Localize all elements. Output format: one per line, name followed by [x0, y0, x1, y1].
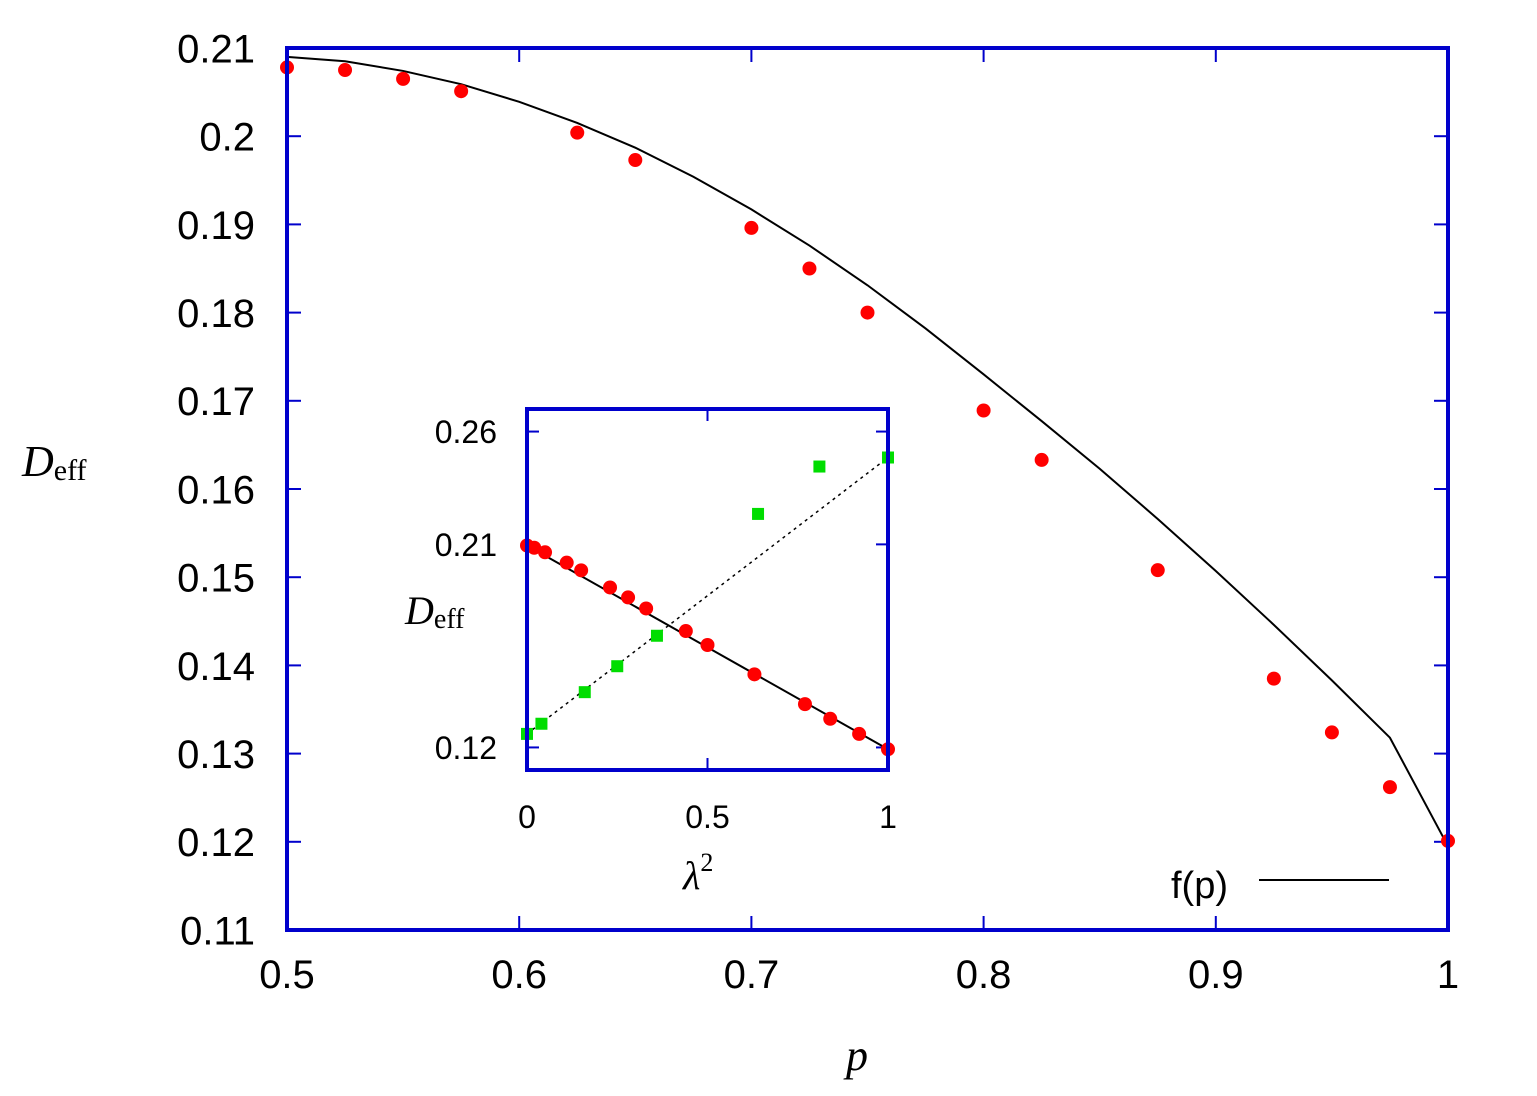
- inset-square-points: [521, 451, 894, 740]
- x-tick-label: 0.7: [724, 953, 780, 997]
- data-point-circle: [1266, 671, 1281, 686]
- x-tick-label: 0.5: [259, 953, 315, 997]
- data-point-circle: [1150, 563, 1165, 578]
- data-point-circle: [747, 667, 762, 682]
- main-tick-labels: 0.5 0.6 0.7 0.8 0.9 1 0.11 0.12 0.13 0.14 0.15 0.16…: [177, 27, 1459, 997]
- inset-x-axis-label: λ2: [682, 848, 713, 898]
- data-point-square: [650, 629, 663, 642]
- data-point-circle: [603, 580, 618, 595]
- inset-y-axis-label: Deff: [404, 588, 465, 635]
- legend-entry-label: f(p): [1171, 865, 1228, 907]
- y-tick-label: 0.18: [177, 292, 255, 336]
- x-tick-label: 1: [1437, 953, 1459, 997]
- data-point-circle: [1324, 725, 1339, 740]
- y-tick-label: 0.2: [199, 116, 255, 160]
- inset-dotted-fit-line: [526, 456, 889, 735]
- data-point-circle: [802, 261, 817, 276]
- inset-background: [527, 409, 888, 770]
- y-tick-label: 0.21: [435, 527, 497, 563]
- main-fit-curve: [286, 55, 1449, 847]
- data-point-circle: [797, 697, 812, 712]
- data-point-square: [813, 460, 826, 473]
- x-tick-label: 1: [879, 799, 897, 835]
- data-point-circle: [678, 624, 693, 639]
- x-tick-label: 0.8: [956, 953, 1012, 997]
- inset-y-label-main: D: [404, 588, 434, 633]
- inset-x-label-sup: 2: [700, 848, 713, 877]
- data-point-circle: [639, 601, 654, 616]
- data-point-square: [611, 660, 624, 673]
- data-point-square: [752, 507, 765, 520]
- data-point-square: [578, 686, 591, 699]
- data-point-circle: [538, 545, 553, 560]
- y-tick-label: 0.12: [435, 730, 497, 766]
- main-chart: 0.5 0.6 0.7 0.8 0.9 1 0.11 0.12 0.13 0.14 0.15 0.16…: [21, 27, 1459, 1080]
- data-point-circle: [559, 555, 574, 570]
- inset-y-label-sub: eff: [434, 604, 465, 635]
- data-point-circle: [570, 125, 585, 140]
- x-tick-label: 0.5: [685, 799, 729, 835]
- data-point-circle: [852, 726, 867, 741]
- main-y-label-sub: eff: [54, 454, 87, 487]
- data-point-circle: [823, 711, 838, 726]
- data-point-circle: [574, 563, 589, 578]
- y-tick-label: 0.26: [435, 414, 497, 450]
- data-point-circle: [396, 71, 411, 86]
- main-data-points: [280, 60, 1455, 848]
- data-point-circle: [860, 305, 875, 320]
- x-tick-label: 0: [518, 799, 536, 835]
- y-tick-label: 0.12: [177, 821, 255, 865]
- main-x-axis-label: p: [843, 1031, 868, 1080]
- y-tick-label: 0.17: [177, 380, 255, 424]
- y-tick-label: 0.13: [177, 733, 255, 777]
- data-point-circle: [976, 403, 991, 418]
- legend: f(p): [1171, 865, 1389, 907]
- x-tick-label: 0.9: [1188, 953, 1244, 997]
- y-tick-label: 0.16: [177, 468, 255, 512]
- data-point-circle: [700, 638, 715, 653]
- y-tick-label: 0.21: [177, 27, 255, 71]
- inset-chart: 0 0.5 1 0.12 0.21 0.26 Deff λ2: [404, 407, 897, 898]
- main-y-axis-label: Deff: [21, 437, 87, 487]
- y-tick-label: 0.14: [177, 645, 255, 689]
- data-point-circle: [628, 153, 643, 168]
- data-point-circle: [338, 63, 353, 78]
- data-point-circle: [621, 590, 636, 605]
- data-point-circle: [744, 220, 759, 235]
- data-point-circle: [454, 84, 469, 99]
- inset-circle-points: [520, 538, 895, 757]
- inset-tick-labels: 0 0.5 1 0.12 0.21 0.26: [435, 414, 897, 835]
- y-tick-label: 0.11: [180, 909, 255, 953]
- data-point-circle: [1382, 780, 1397, 795]
- y-tick-label: 0.19: [177, 204, 255, 248]
- main-y-label-main: D: [21, 437, 54, 486]
- main-plot-frame: [285, 46, 1450, 932]
- data-point-circle: [527, 540, 542, 555]
- inset-plot-frame: [525, 407, 890, 772]
- x-tick-label: 0.6: [491, 953, 547, 997]
- inset-x-label-main: λ: [682, 853, 700, 898]
- data-point-circle: [1034, 452, 1049, 467]
- data-point-square: [535, 717, 548, 730]
- y-tick-label: 0.15: [177, 557, 255, 601]
